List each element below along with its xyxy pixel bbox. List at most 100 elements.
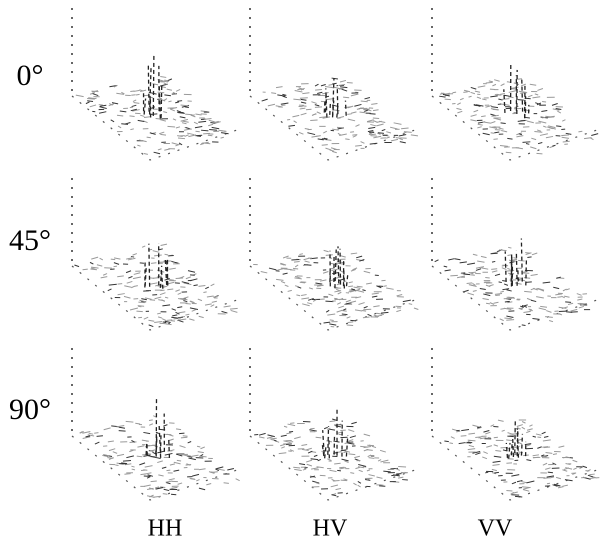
surface-texture (514, 282, 522, 285)
surface-texture (304, 260, 310, 263)
surface-texture (526, 459, 532, 462)
surface-texture (483, 430, 490, 433)
surface-texture (360, 141, 365, 144)
surface-texture (164, 296, 169, 299)
surface-texture (198, 120, 207, 123)
surface-texture (288, 441, 294, 443)
surface-texture (172, 118, 177, 121)
surface-texture (443, 265, 448, 268)
surface-texture (326, 427, 331, 430)
surface-texture (334, 290, 342, 293)
surface-texture (137, 144, 141, 147)
surface-texture (477, 123, 483, 126)
surface-texture (444, 269, 451, 272)
surface-texture (464, 289, 469, 293)
surface-texture (371, 102, 378, 105)
surface-texture (353, 482, 357, 486)
surface-texture (294, 277, 302, 280)
surface-texture (227, 467, 235, 471)
surface-peak (160, 83, 163, 119)
surface-texture (376, 123, 384, 127)
surface-texture (527, 256, 532, 259)
surface-texture (175, 453, 183, 457)
surface-texture (137, 305, 145, 307)
surface-texture (149, 282, 158, 285)
surface-texture (502, 288, 510, 291)
surface-texture (542, 439, 551, 442)
surface-texture (220, 130, 226, 132)
surface-texture (305, 447, 312, 451)
surface-texture (159, 131, 165, 135)
surface-texture (556, 125, 562, 128)
surface-texture (154, 486, 160, 489)
surface-texture (516, 135, 524, 138)
surface-texture (530, 146, 537, 150)
surface-texture (322, 116, 331, 119)
surface-texture (398, 476, 404, 479)
surface-texture (303, 264, 312, 266)
row-label: 0° (17, 59, 44, 92)
floor-edge (249, 95, 416, 161)
surface-texture (373, 120, 378, 123)
surface-texture (132, 253, 138, 256)
floor-edge (71, 95, 238, 161)
surface-texture (161, 466, 167, 469)
surface-texture (312, 480, 320, 484)
surface-texture (521, 486, 530, 488)
surface-texture (526, 430, 531, 434)
surface-texture (198, 468, 206, 471)
surface-texture (557, 486, 564, 489)
surface-texture (85, 101, 90, 105)
surface-texture (299, 281, 306, 284)
surface-texture (477, 260, 485, 263)
surface-texture (467, 439, 476, 442)
surface-texture (306, 463, 313, 467)
surface-texture (491, 260, 496, 263)
surface-texture (345, 138, 350, 141)
surface-texture (493, 301, 499, 304)
surface-texture (511, 474, 520, 477)
surface-texture (202, 142, 211, 145)
surface-texture (129, 449, 134, 453)
surface-texture (301, 297, 310, 300)
surface-texture (164, 253, 169, 256)
surface-texture (377, 459, 382, 462)
surface-texture (535, 433, 542, 436)
surface-texture (323, 321, 331, 324)
surface-texture (343, 96, 350, 99)
surface-texture (314, 104, 320, 107)
surface-texture (323, 137, 328, 141)
surface-texture (146, 136, 151, 139)
surface-texture (287, 289, 292, 292)
surface-texture (339, 297, 344, 301)
surface-texture (198, 487, 206, 491)
surface-texture (164, 148, 171, 151)
surface-texture (343, 450, 348, 454)
surface-texture (486, 445, 493, 448)
surface-texture (148, 419, 153, 422)
surface-texture (331, 478, 336, 482)
surface-texture (517, 441, 523, 445)
surface-texture (475, 104, 484, 107)
surface-texture (155, 486, 164, 490)
surface-texture (494, 293, 503, 295)
surface-texture (168, 100, 172, 103)
surface-peak (321, 444, 325, 457)
surface-texture (348, 429, 355, 433)
surface-texture (132, 109, 140, 112)
surface-texture (185, 313, 190, 316)
surface-texture (280, 280, 286, 284)
surface-texture (327, 458, 332, 462)
surface-texture (164, 79, 170, 82)
surface-texture (167, 281, 175, 285)
surface-texture (150, 262, 157, 264)
surface-texture (532, 96, 541, 99)
surface-texture (293, 120, 297, 124)
surface-texture (403, 131, 412, 133)
surface-texture (357, 481, 362, 484)
surface-texture (542, 462, 548, 466)
surface-texture (235, 478, 240, 482)
surface-texture (329, 323, 337, 326)
floor-edge (431, 435, 598, 501)
surface-texture (526, 480, 535, 484)
